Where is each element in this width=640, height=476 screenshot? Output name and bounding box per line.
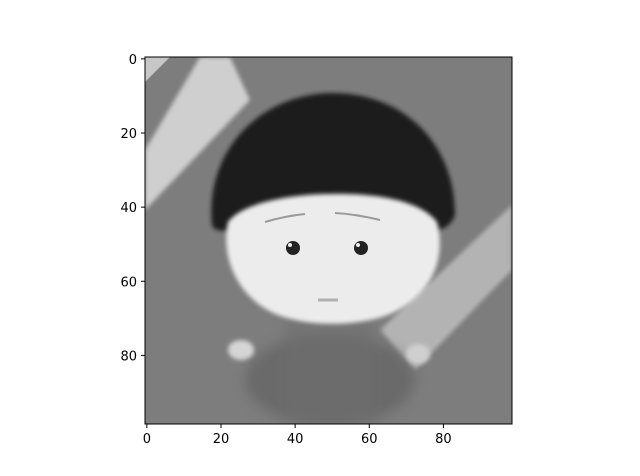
light-streak-top-left: [145, 57, 250, 210]
right-eye-highlight: [356, 243, 360, 247]
left-eye-highlight: [288, 243, 292, 247]
x-axis: 0 20 40 60 80: [143, 424, 452, 447]
x-tick-label: 20: [213, 432, 230, 447]
light-blob-left: [228, 340, 254, 360]
light-streak-corner: [145, 57, 170, 82]
hair: [211, 92, 455, 231]
face: [226, 193, 440, 324]
left-eye: [286, 241, 300, 255]
y-tick-label: 40: [120, 201, 137, 216]
left-brow: [264, 213, 306, 223]
heatmap-image: [145, 57, 512, 424]
x-tick-label: 80: [435, 432, 452, 447]
right-eye: [354, 241, 368, 255]
y-tick-label: 60: [120, 275, 137, 290]
y-tick-label: 20: [120, 127, 137, 142]
x-tick-label: 0: [143, 432, 151, 447]
light-blob-right: [406, 344, 430, 364]
light-streak-right: [380, 205, 512, 370]
x-tick-label: 40: [287, 432, 304, 447]
x-tick-label: 60: [361, 432, 378, 447]
right-brow: [334, 212, 381, 221]
y-axis: 0 20 40 60 80: [120, 53, 145, 364]
y-tick-label: 80: [120, 349, 137, 364]
axes-frame: [144, 56, 513, 425]
y-tick-label: 0: [129, 53, 137, 68]
neck-shadow: [285, 320, 375, 424]
